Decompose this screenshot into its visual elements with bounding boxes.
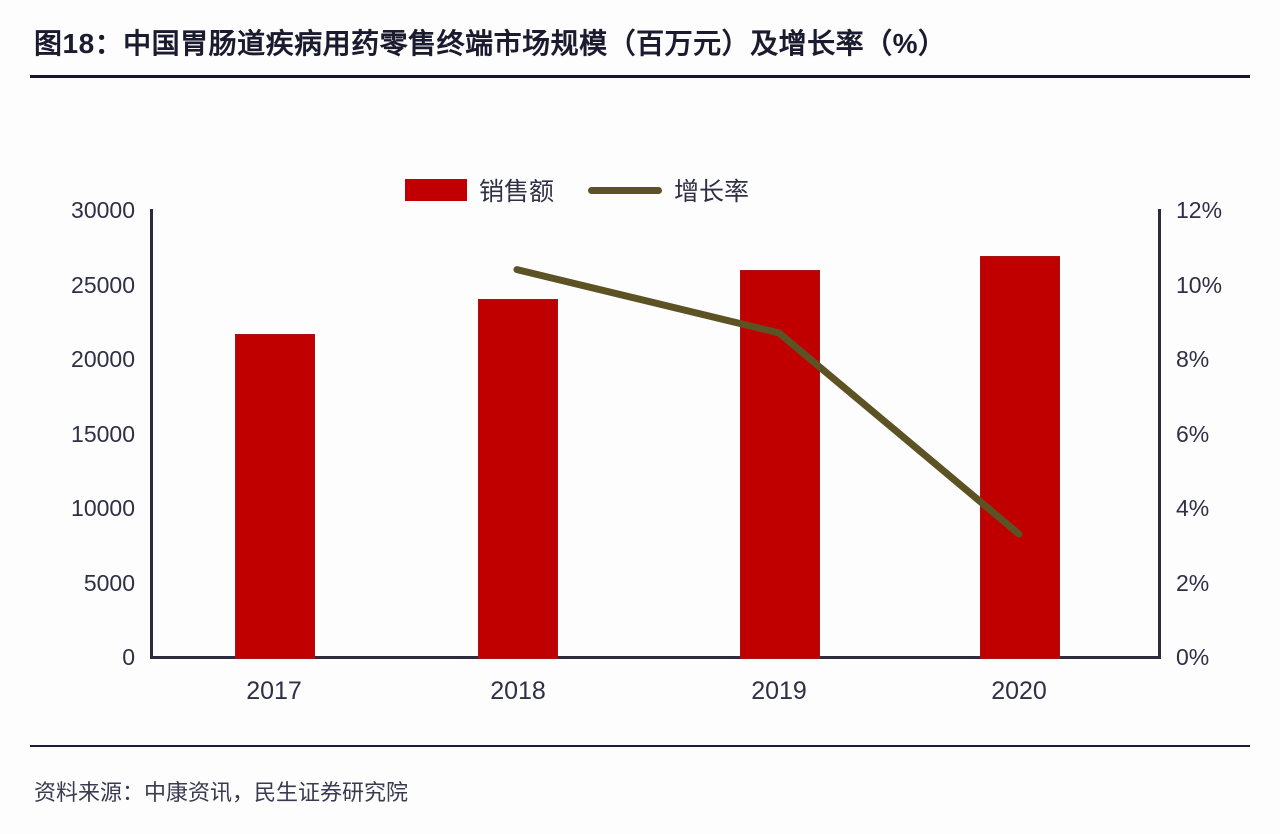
- x-axis-baseline: [150, 656, 1161, 659]
- y-axis-tick-0: 0: [122, 644, 135, 670]
- y2-axis-tick-12: 12%: [1176, 197, 1223, 223]
- y2-axis-tick-8: 8%: [1176, 346, 1210, 372]
- y-axis-tick-25000: 25000: [71, 272, 135, 298]
- y2-axis-tick-10: 10%: [1176, 272, 1223, 298]
- page-title: 图18：中国胃肠道疾病用药零售终端市场规模（百万元）及增长率（%）: [34, 28, 947, 59]
- x-axis-tick-2017: 2017: [246, 677, 302, 705]
- footer-divider: [30, 745, 1250, 747]
- x-axis-tick-2019: 2019: [751, 677, 807, 705]
- legend-label-growth: 增长率: [674, 178, 750, 206]
- bar-2019: [740, 269, 820, 659]
- y2-axis-tick-0: 0%: [1176, 644, 1210, 670]
- title-divider: [30, 75, 1250, 78]
- bar-2017: [235, 333, 315, 659]
- source-note: 资料来源：中康资讯，民生证券研究院: [34, 780, 409, 805]
- x-axis-tick-2020: 2020: [991, 677, 1047, 705]
- y2-axis-tick-4: 4%: [1176, 495, 1210, 521]
- x-axis-tick-2018: 2018: [490, 677, 546, 705]
- y2-axis-tick-2: 2%: [1176, 570, 1210, 596]
- left-axis-spine: [150, 209, 153, 659]
- y-axis-tick-10000: 10000: [71, 495, 135, 521]
- y2-axis-tick-6: 6%: [1176, 421, 1210, 447]
- y-axis-tick-30000: 30000: [71, 197, 135, 223]
- chart-legend: 销售额 增长率: [405, 172, 749, 208]
- legend-item-growth: 增长率: [588, 172, 749, 208]
- y-axis-tick-15000: 15000: [71, 421, 135, 447]
- legend-label-sales: 销售额: [479, 178, 555, 206]
- legend-item-sales: 销售额: [405, 172, 554, 208]
- right-axis-spine: [1158, 209, 1161, 659]
- bar-2018: [478, 299, 558, 659]
- y-axis-tick-5000: 5000: [83, 570, 135, 596]
- y-axis-tick-20000: 20000: [71, 346, 135, 372]
- legend-line-swatch-icon: [588, 186, 663, 194]
- bar-2020: [980, 256, 1060, 659]
- legend-bar-swatch-icon: [405, 179, 467, 201]
